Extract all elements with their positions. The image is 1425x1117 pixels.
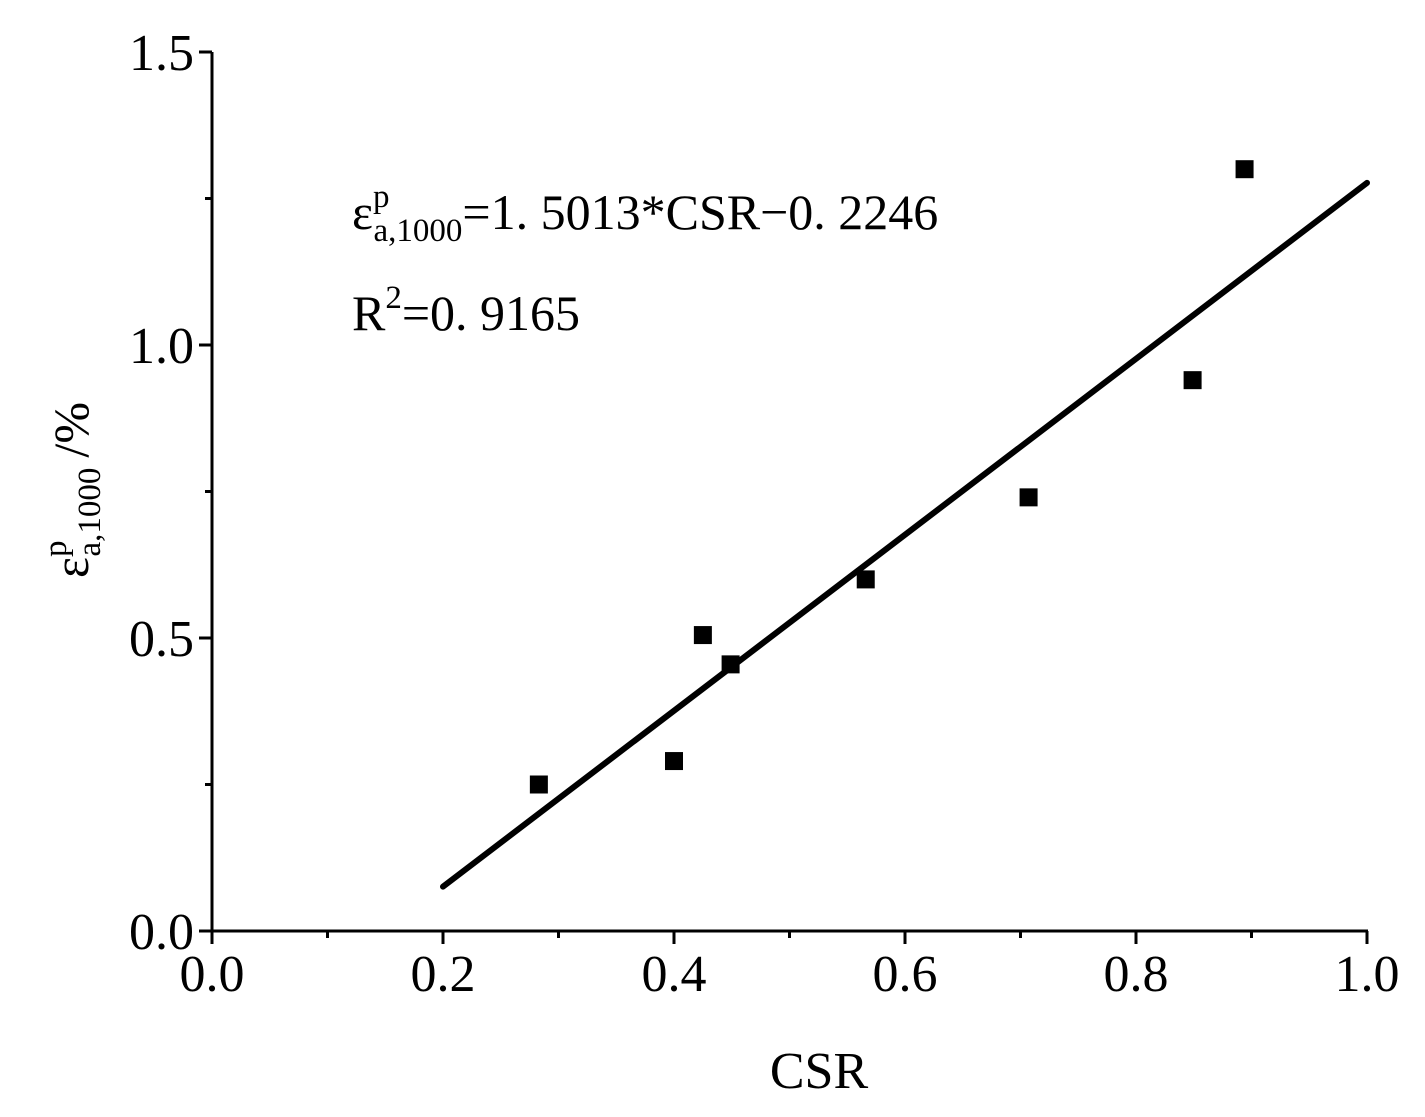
tick-labels: 0.0 0.2 0.4 0.6 0.8 1.0 0.0 0.5 1.0 1.5 bbox=[129, 25, 1400, 1003]
data-points bbox=[529, 160, 1254, 794]
x-tick-label: 0.6 bbox=[873, 946, 938, 1003]
data-point bbox=[1183, 371, 1202, 390]
data-point bbox=[1019, 488, 1038, 507]
equation-body: =1. 5013*CSR−0. 2246 bbox=[462, 184, 938, 240]
fit-line-group bbox=[440, 179, 1370, 890]
x-tick-label: 1.0 bbox=[1335, 946, 1400, 1003]
data-point bbox=[721, 655, 740, 674]
y-tick-label: 1.5 bbox=[129, 25, 194, 82]
x-axis-title: CSR bbox=[770, 1043, 869, 1100]
y-tick-label: 0.5 bbox=[129, 611, 194, 668]
x-tick-label: 0.0 bbox=[180, 946, 245, 1003]
y-tick-label: 1.0 bbox=[129, 318, 194, 375]
data-point bbox=[665, 752, 683, 771]
equation-subscript: a,1000 bbox=[374, 213, 463, 249]
y-tick-label: 0.0 bbox=[129, 904, 194, 961]
r-squared-body: =0. 9165 bbox=[402, 285, 580, 341]
y-axis-title-base: ε bbox=[43, 557, 99, 578]
x-tick-label: 0.4 bbox=[642, 946, 707, 1003]
data-point bbox=[693, 626, 712, 645]
axes bbox=[199, 50, 1369, 944]
equation-superscript: p bbox=[373, 179, 390, 215]
equation-base: ε bbox=[352, 184, 373, 240]
y-axis-title: εpa,1000 /% bbox=[38, 402, 108, 578]
y-axis-title-unit: /% bbox=[43, 402, 99, 458]
r-squared-base: R bbox=[352, 285, 386, 341]
y-axis-title-superscript: p bbox=[38, 540, 74, 557]
data-point bbox=[1235, 160, 1254, 179]
fit-line bbox=[440, 179, 1370, 890]
data-point bbox=[856, 570, 875, 589]
r-squared-superscript: 2 bbox=[385, 280, 402, 316]
equation-annotation: εp a,1000=1. 5013*CSR−0. 2246 bbox=[352, 179, 938, 249]
data-point bbox=[529, 775, 548, 794]
y-axis-title-subscript: a,1000 bbox=[72, 468, 108, 557]
x-tick-label: 0.2 bbox=[411, 946, 476, 1003]
x-tick-label: 0.8 bbox=[1104, 946, 1169, 1003]
r-squared-annotation: R2=0. 9165 bbox=[352, 280, 580, 341]
